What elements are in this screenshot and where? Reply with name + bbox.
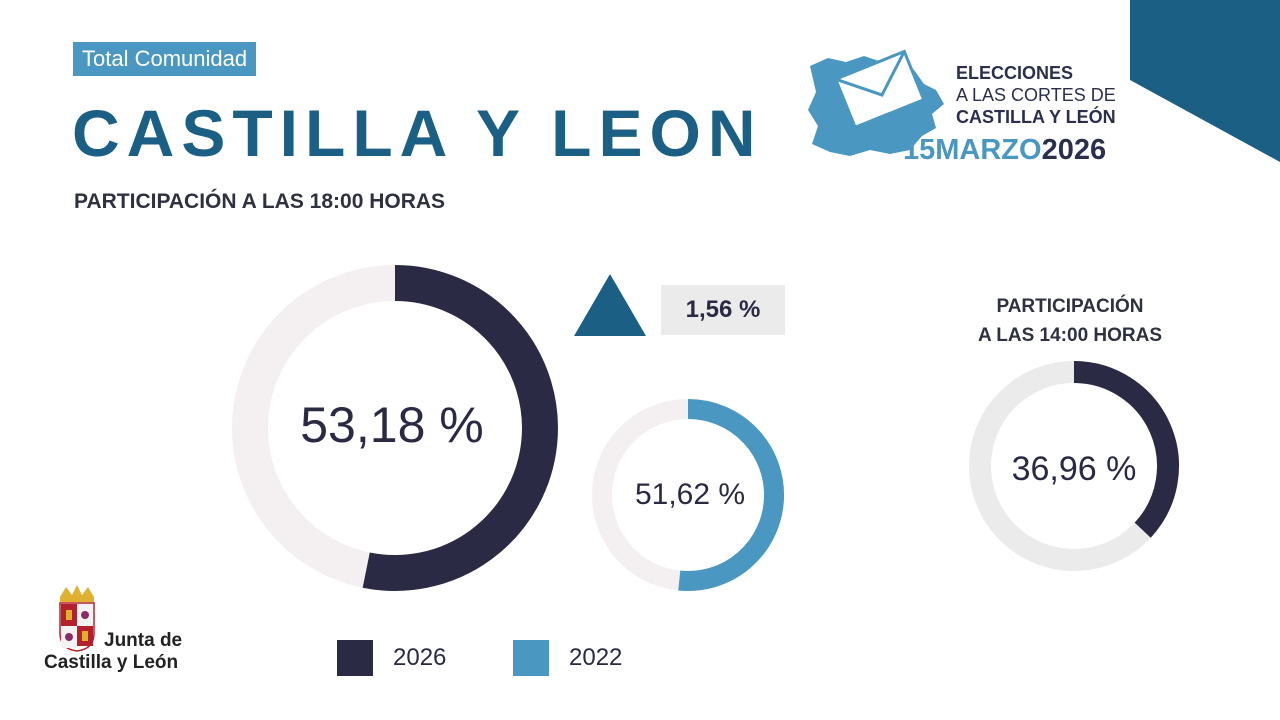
donut-right-value-label: 36,96 % [1011,450,1137,488]
delta-value: 1,56 % [661,285,785,335]
org-logo-text: Junta de Castilla y León [44,630,182,674]
election-logo-line1: ELECCIONES [956,63,1074,83]
legend-label-2022: 2022 [569,644,623,671]
legend-swatch-2022 [513,640,549,676]
aside-title-line2: A LAS 14:00 HORAS [977,325,1163,346]
election-date-year: 2026 [1041,134,1107,166]
region-badge: Total Comunidad [73,42,257,76]
envelope-map-icon [808,49,944,156]
page-title: CASTILLA Y LEON [72,96,763,170]
org-name-line2: Castilla y León [44,652,179,673]
legend-swatch-2026 [337,640,373,676]
election-logo-line2: A LAS CORTES DE [956,85,1116,105]
donut-small-value-label: 51,62 % [634,478,746,511]
donut-small-arc [678,399,785,591]
donut-main-value-label: 53,18 % [300,397,484,453]
election-logo-text: ELECCIONES A LAS CORTES DE CASTILLA Y LE… [956,62,1116,128]
coat-of-arms-icon [59,585,95,652]
chart-subtitle: PARTICIPACIÓN A LAS 18:00 HORAS [74,190,446,213]
election-date-day-month: 15MARZO [903,134,1042,166]
org-name-line1: Junta de [104,630,183,651]
donut-right-arc [1073,361,1179,538]
aside-title-line1: PARTICIPACIÓN [996,296,1144,317]
increase-triangle-icon [574,274,646,336]
election-date: 15MARZO2026 [903,134,1106,166]
corner-decoration [1130,0,1280,162]
donut-main-arc [362,265,558,591]
election-logo-line3: CASTILLA Y LEÓN [956,107,1116,127]
aside-chart-title: PARTICIPACIÓN A LAS 14:00 HORAS [960,292,1180,350]
legend-label-2026: 2026 [393,644,447,671]
